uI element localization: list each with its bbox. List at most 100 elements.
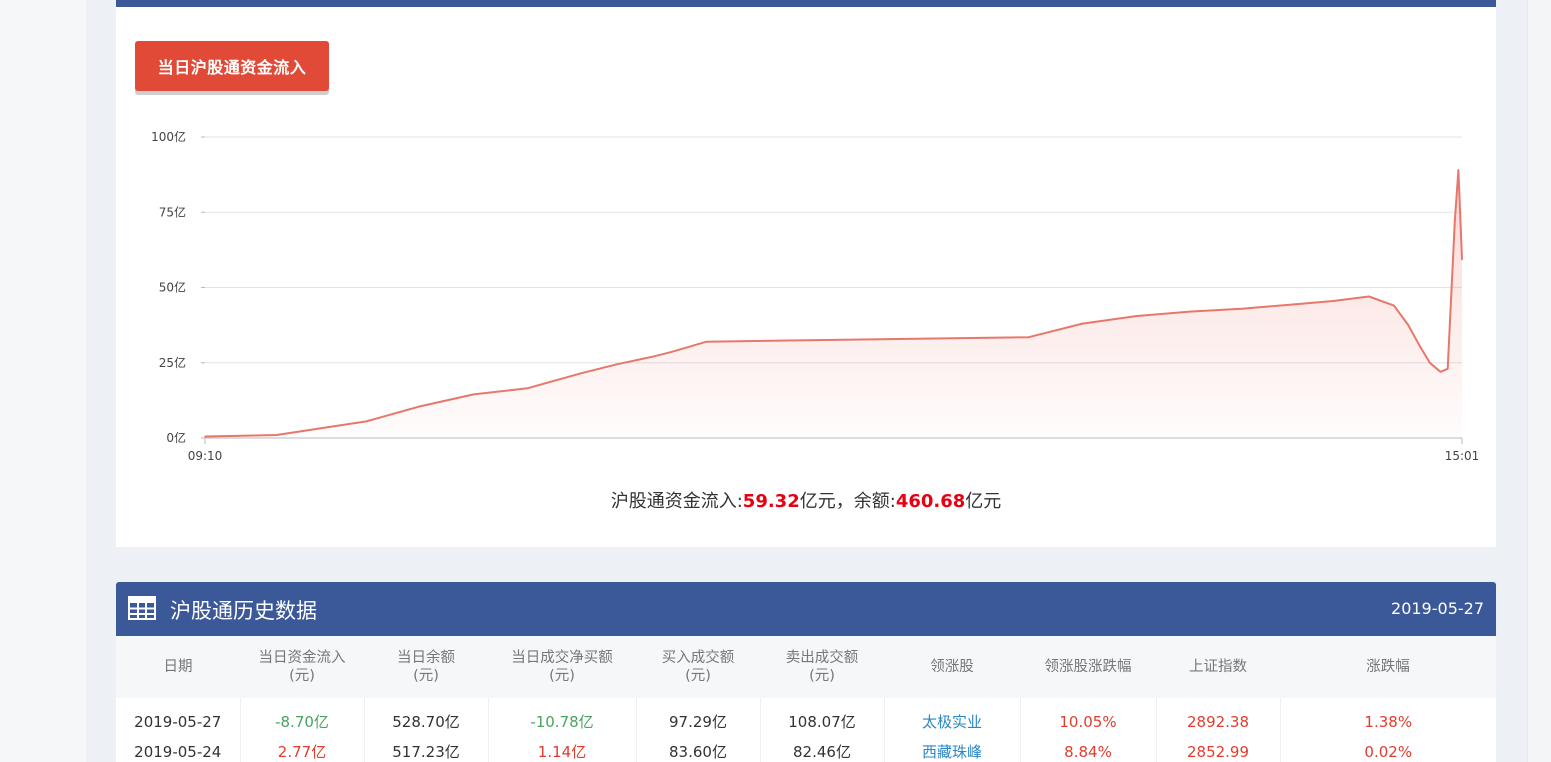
table-cell: 517.23亿 xyxy=(363,735,488,762)
tab-daily-inflow[interactable]: 当日沪股通资金流入 xyxy=(135,41,329,91)
data-point xyxy=(275,434,278,436)
data-point xyxy=(616,363,618,366)
card-top-bar xyxy=(116,0,1496,7)
y-tick-label: 100亿 xyxy=(151,129,186,144)
data-point xyxy=(419,405,421,408)
inflow-value: 59.32 xyxy=(742,491,800,512)
table-cell: 2019-05-27 xyxy=(134,712,222,731)
table-cell: 1.14亿 xyxy=(487,735,636,762)
table-row: 2019-05-24 2.77亿 517.23亿 1.14亿 83.60亿 82.46亿西… xyxy=(116,735,1496,762)
data-point xyxy=(1418,343,1420,346)
column-header: 涨跌幅 xyxy=(1280,636,1496,698)
table-cell: 10.05% xyxy=(1019,698,1156,735)
data-point xyxy=(1242,307,1245,310)
leading-stock-link[interactable]: 西藏珠峰 xyxy=(883,735,1020,762)
y-tick-label: 50亿 xyxy=(159,280,186,295)
y-tick-label: 25亿 xyxy=(159,355,186,370)
table-icon xyxy=(128,596,156,624)
table-cell: 8.84% xyxy=(1019,735,1156,762)
table-cell: -10.78亿 xyxy=(487,698,636,735)
column-header: 买入成交额 (元) xyxy=(636,636,760,698)
column-header-line: (元) xyxy=(549,668,575,684)
data-point xyxy=(204,435,206,438)
y-tick-label: 0亿 xyxy=(166,430,186,445)
column-header: 领涨股涨跌幅 xyxy=(1020,636,1156,698)
column-header: 当日资金流入 (元) xyxy=(240,636,364,698)
column-header-line: (元) xyxy=(809,668,835,684)
data-point xyxy=(1081,322,1084,325)
y-tick-label: 75亿 xyxy=(159,204,186,219)
column-header: 卖出成交额 (元) xyxy=(760,636,884,698)
history-title: 沪股通历史数据 xyxy=(170,599,317,623)
data-point xyxy=(1446,368,1449,370)
scrollbar-gutter xyxy=(1527,0,1551,762)
table-cell: 97.29亿 xyxy=(635,698,760,735)
data-point xyxy=(1368,295,1370,298)
table-cell: 2892.38 xyxy=(1155,698,1280,735)
summary-suffix: 亿元 xyxy=(965,491,1002,512)
table-cell: 83.60亿 xyxy=(635,735,760,762)
leading-stock-link[interactable]: 太极实业 xyxy=(883,698,1020,735)
data-point xyxy=(580,372,582,375)
data-point xyxy=(1429,362,1431,364)
data-point xyxy=(526,387,529,390)
table-cell: -8.70亿 xyxy=(239,698,364,735)
column-header-line: (元) xyxy=(413,668,439,684)
data-point xyxy=(1407,324,1410,326)
column-header-line: 上证指数 xyxy=(1189,659,1247,675)
column-header-line: 领涨股涨跌幅 xyxy=(1044,659,1132,675)
data-point xyxy=(651,355,654,358)
data-point xyxy=(472,393,475,396)
x-tick-label: 09:10 xyxy=(188,449,223,463)
table-cell: 2019-05-24 xyxy=(134,742,222,761)
table-cell: 528.70亿 xyxy=(363,698,488,735)
history-table: 日期 当日资金流入 (元) 当日余额 (元) 当日成交净买额 (元) 买入成交额 (元) 卖出成交… xyxy=(116,636,1496,762)
column-header-line: 领涨股 xyxy=(930,659,974,675)
table-cell: 1.38% xyxy=(1279,698,1496,735)
series-line xyxy=(204,169,1463,438)
data-point xyxy=(1457,169,1460,171)
data-point xyxy=(1332,300,1334,302)
table-cell: 2.77亿 xyxy=(239,735,364,762)
data-point xyxy=(1189,310,1191,313)
column-header-line: (元) xyxy=(289,668,315,684)
series-area xyxy=(205,170,1462,438)
column-header-line: 当日余额 xyxy=(397,650,455,666)
flow-chart-card xyxy=(116,0,1496,547)
table-cell: 82.46亿 xyxy=(759,735,884,762)
table-row: 2019-05-27 -8.70亿 528.70亿 -10.78亿 97.29亿 108.… xyxy=(116,698,1496,735)
data-point xyxy=(1439,371,1442,373)
history-header: 沪股通历史数据 2019-05-27 xyxy=(116,582,1496,636)
table-body: 2019-05-27 -8.70亿 528.70亿 -10.78亿 97.29亿 108.… xyxy=(116,698,1496,762)
data-point xyxy=(1027,336,1030,338)
column-header: 领涨股 xyxy=(884,636,1020,698)
history-date: 2019-05-27 xyxy=(1391,599,1484,618)
summary-mid: 亿元，余额: xyxy=(799,491,896,512)
column-header: 上证指数 xyxy=(1156,636,1280,698)
column-header-line: 涨跌幅 xyxy=(1366,659,1410,675)
table-cell: 2852.99 xyxy=(1155,735,1280,762)
balance-value: 460.68 xyxy=(895,491,966,512)
data-point xyxy=(705,340,708,343)
data-point xyxy=(1135,315,1137,317)
column-header-line: (元) xyxy=(685,668,711,684)
data-point xyxy=(669,351,672,353)
table-cell: 108.07亿 xyxy=(759,698,884,735)
column-header-line: 日期 xyxy=(163,659,193,675)
column-header: 当日余额 (元) xyxy=(364,636,488,698)
column-header: 日期 xyxy=(116,636,240,698)
table-cell: 0.02% xyxy=(1279,735,1496,762)
x-tick-label: 15:01 xyxy=(1445,449,1480,463)
data-point xyxy=(1461,258,1463,261)
data-point xyxy=(1454,220,1456,223)
data-point xyxy=(365,420,367,423)
column-header-line: 买入成交额 xyxy=(661,650,735,666)
column-header-line: 当日资金流入 xyxy=(258,650,346,666)
inflow-summary: 沪股通资金流入:59.32亿元，余额:460.68亿元 xyxy=(116,487,1496,513)
data-point xyxy=(1296,303,1299,305)
column-header-line: 当日成交净买额 xyxy=(511,650,613,666)
data-point xyxy=(1393,304,1395,307)
table-header-row: 日期 当日资金流入 (元) 当日余额 (元) 当日成交净买额 (元) 买入成交额 (元) 卖出成交… xyxy=(116,636,1496,698)
column-header-line: 卖出成交额 xyxy=(785,650,859,666)
